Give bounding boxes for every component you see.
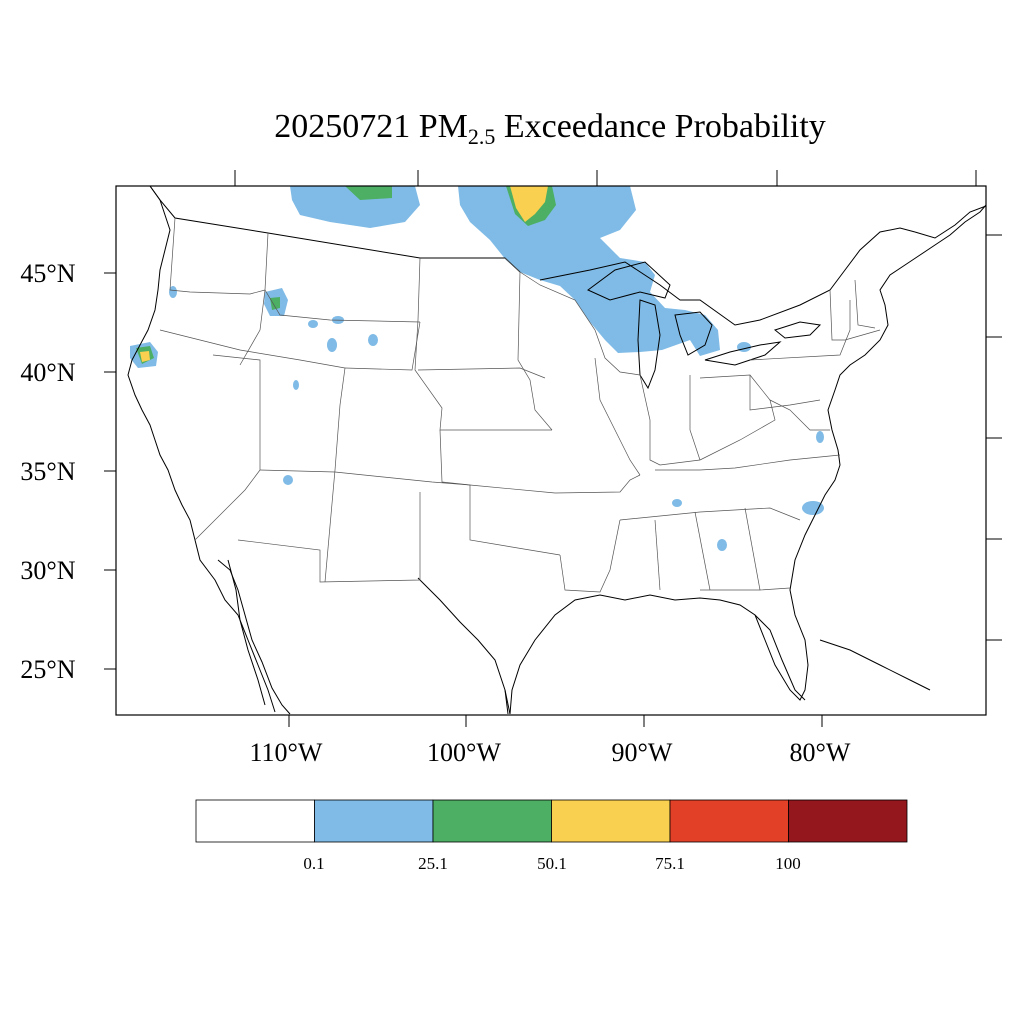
smoke-spot-oregon-max (140, 351, 150, 362)
colorbar (195, 799, 908, 843)
lon-label-110w: 110°W (250, 738, 323, 767)
title-suffix: Exceedance Probability (495, 108, 826, 145)
smoke-spot (308, 320, 318, 328)
colorbar-swatch-1 (314, 799, 434, 843)
colorbar-label-0.1: 0.1 (303, 854, 324, 873)
smoke-spot (368, 334, 378, 346)
smoke-spot (717, 539, 727, 551)
smoke-spot (672, 499, 682, 507)
lon-label-80w: 80°W (790, 738, 851, 767)
lon-label-100w: 100°W (427, 738, 501, 767)
probability-overlay (130, 186, 824, 551)
smoke-core-montana (345, 186, 392, 200)
colorbar-swatch-5 (788, 799, 908, 843)
lat-label-25: 25°N (20, 655, 75, 684)
lat-label-35: 35°N (20, 457, 75, 486)
smoke-spot-idaho-core (270, 297, 280, 310)
smoke-spot (327, 338, 337, 352)
lat-label-40: 40°N (20, 358, 75, 387)
colorbar-label-75.1: 75.1 (655, 854, 685, 873)
map-frame (115, 185, 987, 716)
colorbar-label-25.1: 25.1 (418, 854, 448, 873)
smoke-plume-great-lakes (458, 186, 720, 356)
map-title: 20250721 PM2.5 Exceedance Probability (0, 108, 1024, 150)
state-borders (159, 217, 881, 593)
colorbar-swatch-4 (669, 799, 789, 843)
title-subscript: 2.5 (467, 124, 496, 149)
lat-label-30: 30°N (20, 556, 75, 585)
smoke-spot (169, 286, 177, 298)
colorbar-label-50.1: 50.1 (537, 854, 567, 873)
colorbar-label-100: 100 (775, 854, 801, 873)
title-prefix: 20250721 PM (274, 108, 468, 145)
smoke-spot (283, 475, 293, 485)
smoke-spot (293, 380, 299, 390)
axis-ticks (104, 170, 1002, 727)
smoke-spot (802, 501, 824, 515)
smoke-max-great-lakes (510, 186, 548, 222)
colorbar-swatch-2 (432, 799, 552, 843)
lon-label-90w: 90°W (612, 738, 673, 767)
smoke-spot (737, 342, 751, 352)
colorbar-swatch-3 (551, 799, 671, 843)
colorbar-swatch-0 (195, 799, 315, 843)
smoke-spot (816, 431, 824, 443)
lat-label-45: 45°N (20, 259, 75, 288)
